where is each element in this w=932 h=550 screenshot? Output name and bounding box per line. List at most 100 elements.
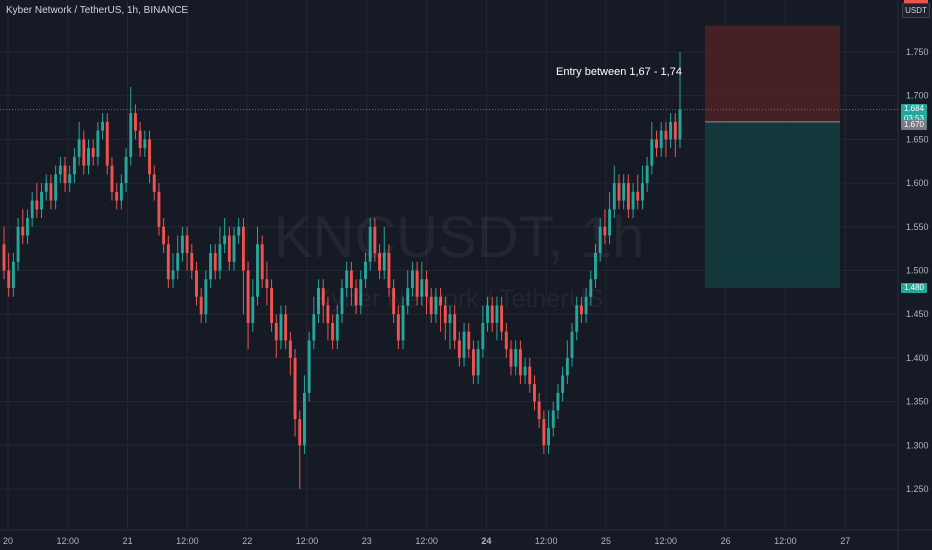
- candle-body: [471, 349, 475, 376]
- candle-body: [68, 174, 72, 184]
- candle-body: [171, 270, 175, 280]
- candle-body: [265, 279, 269, 288]
- candle-body: [584, 296, 588, 315]
- candle-body: [622, 183, 626, 201]
- candle-body: [476, 349, 480, 376]
- x-tick-label: 21: [123, 536, 133, 546]
- candle-body: [678, 109, 682, 140]
- bar-countdown: 03:53: [903, 113, 925, 123]
- candle-body: [54, 174, 58, 201]
- candle-body: [565, 357, 569, 376]
- stop-zone: [705, 25, 840, 122]
- candle: [129, 86, 133, 166]
- candle: [307, 331, 311, 402]
- current-price-tag: 1.684 03:53: [901, 103, 927, 123]
- candle-body: [87, 148, 90, 166]
- candle: [561, 366, 565, 402]
- candle-body: [312, 314, 316, 341]
- candle: [359, 270, 363, 315]
- candle: [594, 244, 597, 288]
- candle-body: [72, 156, 76, 175]
- currency-unit-badge[interactable]: USDT: [902, 3, 930, 18]
- candle: [166, 235, 170, 288]
- candle: [448, 305, 452, 350]
- candle: [87, 139, 90, 175]
- symbol-header[interactable]: Kyber Network / TetherUS, 1h, BINANCE: [6, 5, 189, 16]
- candle-body: [143, 139, 147, 149]
- candle-body: [575, 305, 579, 332]
- candle: [335, 305, 339, 350]
- candle: [537, 392, 541, 428]
- candle-body: [96, 130, 100, 157]
- candle: [256, 226, 259, 306]
- candle: [58, 156, 62, 184]
- candle: [77, 121, 81, 166]
- candle-body: [199, 296, 203, 315]
- y-tick-label: 1.400: [906, 353, 929, 363]
- candle: [504, 322, 508, 358]
- candle: [439, 287, 443, 332]
- candle: [481, 305, 485, 358]
- candle-body: [673, 121, 677, 140]
- candle: [101, 113, 105, 140]
- candle: [589, 270, 593, 306]
- y-tick-label: 1.450: [906, 309, 929, 319]
- x-tick-label: 24: [481, 536, 491, 546]
- candle: [82, 130, 86, 175]
- candle-body: [650, 139, 654, 166]
- candle-body: [598, 226, 602, 254]
- x-tick-label: 27: [840, 536, 850, 546]
- candle: [270, 279, 274, 332]
- time-axis[interactable]: 20 12:00 21 12:00 22 12:00 23 12:00 24 12:00 25 12:…: [3, 536, 850, 546]
- candle-body: [547, 427, 551, 446]
- candle-body: [551, 410, 555, 428]
- candle-body: [504, 331, 508, 350]
- candle: [425, 270, 428, 315]
- candle-body: [420, 279, 424, 297]
- candle: [382, 226, 386, 280]
- candle: [429, 287, 433, 323]
- x-tick-label: 12:00: [774, 536, 797, 546]
- candle: [119, 174, 123, 210]
- candle: [542, 410, 546, 455]
- candle: [185, 226, 189, 271]
- candle-body: [237, 226, 241, 236]
- x-tick-label: 26: [721, 536, 731, 546]
- candle-body: [462, 331, 466, 358]
- candle: [434, 287, 438, 323]
- candle-body: [129, 113, 133, 157]
- y-tick-label: 1.550: [906, 222, 929, 232]
- candle: [528, 357, 532, 393]
- candle-body: [270, 287, 274, 323]
- candle: [72, 148, 76, 184]
- candle: [533, 375, 536, 411]
- candle-body: [298, 419, 302, 446]
- entry-annotation[interactable]: Entry between 1,67 - 1,74: [556, 66, 682, 78]
- candle-body: [631, 191, 635, 210]
- candle-body: [58, 165, 62, 175]
- candle: [556, 384, 560, 420]
- candle: [190, 244, 194, 280]
- y-tick-label: 1.350: [906, 397, 929, 407]
- candle-body: [2, 244, 6, 271]
- candle: [204, 270, 208, 323]
- candle-body: [284, 314, 288, 341]
- candle-body: [190, 253, 194, 271]
- candle: [626, 174, 630, 219]
- entry-price-tag: 1.670: [901, 119, 927, 130]
- candle: [500, 296, 504, 341]
- candle-body: [16, 226, 20, 262]
- x-tick-label: 12:00: [655, 536, 678, 546]
- candle: [495, 296, 499, 341]
- candle-body: [392, 287, 396, 315]
- candle-body: [321, 287, 325, 306]
- candle-body: [439, 296, 443, 306]
- candle-body: [608, 209, 612, 236]
- candle: [199, 287, 203, 323]
- x-tick-label: 22: [242, 536, 252, 546]
- stop-price-marker: [904, 0, 928, 3]
- candle-body: [382, 253, 386, 271]
- candle: [232, 226, 236, 271]
- price-axis[interactable]: 1.750 1.700 1.650 1.600 1.550 1.500 1.450 1.400…: [904, 0, 929, 494]
